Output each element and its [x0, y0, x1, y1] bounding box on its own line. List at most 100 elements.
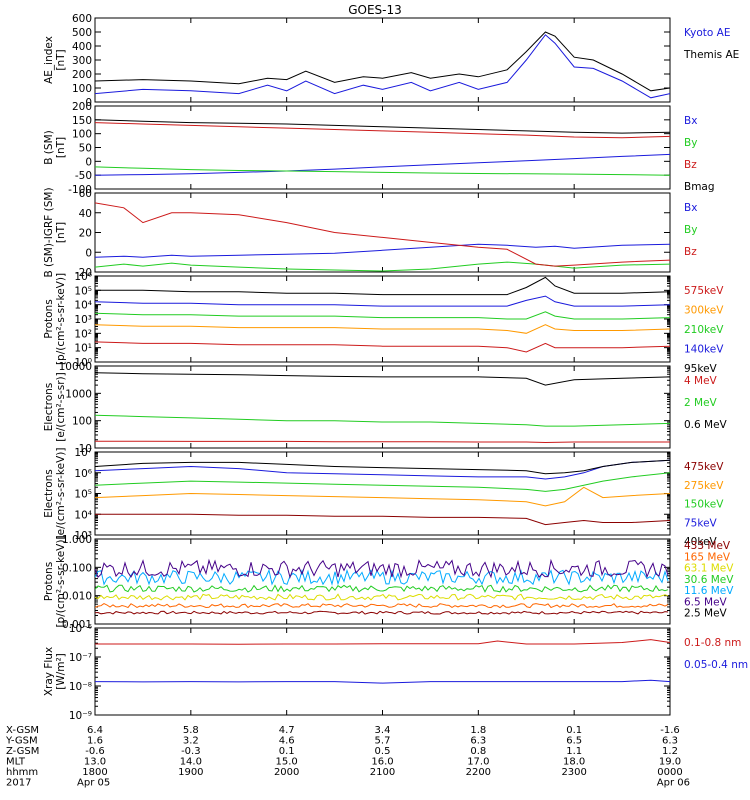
y-tick-label: 40 — [79, 208, 92, 220]
y-tick-label: 10000 — [59, 361, 92, 373]
series-line-2-mev — [95, 414, 670, 427]
ephemeris-value: 1.6 — [87, 736, 103, 747]
y-tick-label: -50 — [75, 170, 92, 182]
y-axis-label: [nT] — [55, 137, 67, 158]
ephemeris-value: 1900 — [178, 767, 203, 778]
series-line-kyoto-ae — [95, 34, 670, 99]
y-axis-label: [p/(cm²-s-sr-keV)] — [55, 273, 67, 365]
y-tick-label: 10⁷ — [74, 447, 92, 459]
ephemeris-value: Apr 05 — [77, 778, 110, 789]
y-tick-label: 10⁴ — [74, 509, 92, 521]
panel-4: 10⁰ 10¹ 10² 10³ 10⁴ 10⁵ 10⁶ Protons [p/(cm²-s-sr… — [43, 271, 724, 375]
y-axis-label: [W/m²] — [55, 653, 67, 690]
y-tick-label: 10⁻⁹ — [69, 710, 92, 722]
ephemeris-value: 17.0 — [467, 757, 489, 768]
series-line-275kev — [95, 486, 670, 507]
series-line-575kev — [95, 341, 670, 353]
y-axis-label: [e/(cm²-s-sr-keV)] — [55, 448, 67, 540]
series-group — [95, 372, 670, 444]
ephemeris-row-label: X-GSM — [6, 725, 39, 736]
y-tick-label: 10⁵ — [74, 285, 92, 297]
y-axis-label: Electrons — [43, 469, 55, 518]
chart-title: GOES-13 — [348, 3, 402, 17]
series-line-by — [95, 166, 670, 176]
legend-entry: 433 MeV — [684, 540, 731, 552]
panel-8: 10⁻⁹ 10⁻⁸ 10⁻⁷ 10⁻⁶ Xray Flux [W/m²] 0.1-0.8 n… — [43, 623, 748, 722]
legend-entry: 150keV — [684, 499, 724, 511]
y-tick-label: 10⁻⁸ — [69, 681, 92, 693]
ephemeris-value: -0.6 — [85, 746, 105, 757]
y-axis-label: AE_index — [43, 36, 55, 84]
legend-entry: 2 MeV — [684, 397, 718, 409]
ephemeris-value: 6.4 — [87, 725, 103, 736]
ephemeris-value: 1.1 — [566, 746, 582, 757]
y-tick-label: 10³ — [74, 314, 92, 326]
panel-5: 10 100 1000 10000 Electrons [e/(cm²-s-sr)] 4 M… — [43, 361, 728, 455]
y-tick-label: 200 — [72, 101, 92, 113]
y-tick-label: 150 — [72, 115, 92, 127]
ephemeris-value: 19.0 — [659, 757, 681, 768]
y-tick-label: 10² — [74, 328, 92, 340]
y-tick-label: 100 — [72, 129, 92, 141]
panel-1: 0 100 200 300 400 500 600 AE_index [nT] Kyoto AE T… — [43, 13, 739, 109]
panel-frame — [94, 365, 671, 449]
legend-entry: 4 MeV — [684, 375, 718, 387]
legend-entry: By — [684, 137, 697, 149]
legend-entry: 95keV — [684, 363, 718, 375]
y-tick-label: 200 — [72, 69, 92, 81]
ephemeris-value: 2300 — [561, 767, 586, 778]
series-line-bmag — [95, 119, 670, 134]
legend-entry: Themis AE — [683, 49, 739, 61]
ephemeris-value: 0000 — [657, 767, 682, 778]
legend-entry: 275keV — [684, 480, 724, 492]
series-line-40kev — [95, 459, 670, 475]
series-line-0-6-mev — [95, 372, 670, 386]
panel-frame — [94, 105, 671, 190]
series-group — [95, 639, 670, 684]
y-tick-label: 10⁵ — [74, 489, 92, 501]
legend-entry: 210keV — [684, 324, 724, 336]
ephemeris-value: 1800 — [82, 767, 107, 778]
y-tick-label: 0.001 — [62, 619, 92, 631]
legend-entry: Bx — [684, 115, 697, 127]
series-line-210kev — [95, 311, 670, 320]
ephemeris-row-label: Y-GSM — [5, 736, 38, 747]
y-axis-label: Xray Flux — [43, 647, 55, 696]
ephemeris-value: 18.0 — [563, 757, 585, 768]
legend-entry: 475keV — [684, 461, 724, 473]
y-tick-label: 600 — [72, 13, 92, 25]
y-tick-label: 0 — [85, 156, 92, 168]
y-tick-label: 10 — [79, 443, 92, 455]
legend-entry: 300keV — [684, 305, 724, 317]
ephemeris-value: 6.3 — [662, 736, 678, 747]
legend-entry: Bz — [684, 246, 697, 258]
ephemeris-value: 6.3 — [470, 736, 486, 747]
y-tick-label: 0.010 — [62, 591, 92, 603]
legend-entry: 2.5 MeV — [684, 608, 728, 620]
legend-entry: Kyoto AE — [684, 27, 730, 39]
y-tick-label: 10¹ — [74, 343, 92, 355]
y-tick-label: 20 — [79, 228, 92, 240]
y-axis-label: B (SM) — [43, 130, 55, 164]
y-axis-label: Protons — [43, 562, 55, 601]
series-line-4-mev — [95, 440, 670, 444]
series-line-6-5-mev — [95, 558, 669, 579]
y-tick-label: 0 — [85, 247, 92, 259]
ephemeris-value: 3.4 — [375, 725, 391, 736]
y-axis-label: [nT] — [55, 222, 67, 243]
legend-entry: Bx — [684, 202, 697, 214]
y-axis-label: [e/(cm²-s-sr)] — [55, 372, 67, 441]
panel-7: 0.001 0.010 0.100 1.000 Protons [p/(cm²-s-sr-… — [43, 534, 734, 631]
series-line-bz — [95, 202, 670, 267]
y-tick-label: 0.100 — [62, 562, 92, 574]
series-group — [95, 558, 669, 615]
y-tick-label: 100 — [72, 83, 92, 95]
series-line-themis-ae — [95, 31, 670, 92]
series-group — [95, 202, 670, 272]
legend-entry: Bmag — [684, 181, 715, 193]
y-tick-label: 10⁻⁷ — [69, 652, 92, 664]
ephemeris-value: 0.5 — [375, 746, 391, 757]
ephemeris-value: 3.2 — [183, 736, 199, 747]
y-tick-label: 10⁰ — [74, 357, 92, 369]
y-tick-label: 10⁶ — [74, 271, 92, 283]
